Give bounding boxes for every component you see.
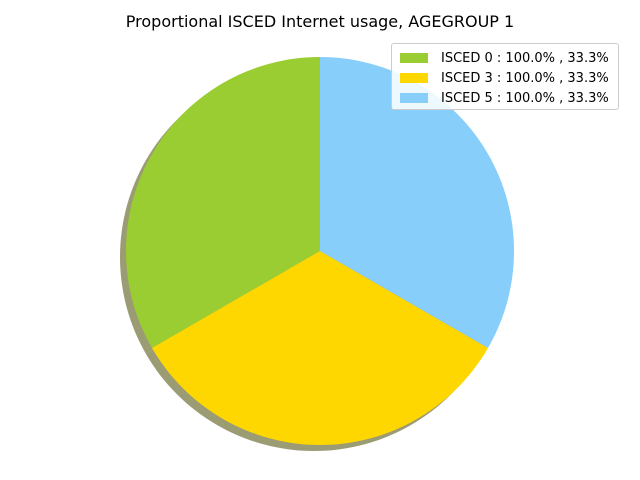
legend: ISCED 0 : 100.0% , 33.3% ISCED 3 : 100.0… <box>391 43 619 110</box>
legend-label-isced-0: ISCED 0 : 100.0% , 33.3% <box>441 50 609 66</box>
legend-entry-isced-0: ISCED 0 : 100.0% , 33.3% <box>400 48 610 68</box>
legend-swatch-isced-3 <box>400 73 428 83</box>
legend-label-isced-5: ISCED 5 : 100.0% , 33.3% <box>441 90 609 106</box>
pie-slice-2 <box>320 57 514 348</box>
legend-entry-isced-5: ISCED 5 : 100.0% , 33.3% <box>400 88 610 108</box>
pie-slice-0 <box>126 57 320 348</box>
legend-label-isced-3: ISCED 3 : 100.0% , 33.3% <box>441 70 609 86</box>
pie-slice-1 <box>151 251 489 445</box>
legend-entry-isced-3: ISCED 3 : 100.0% , 33.3% <box>400 68 610 88</box>
chart-title: Proportional ISCED Internet usage, AGEGR… <box>125 12 515 31</box>
legend-swatch-isced-5 <box>400 93 428 103</box>
legend-swatch-isced-0 <box>400 53 428 63</box>
pie-slices <box>126 57 514 445</box>
